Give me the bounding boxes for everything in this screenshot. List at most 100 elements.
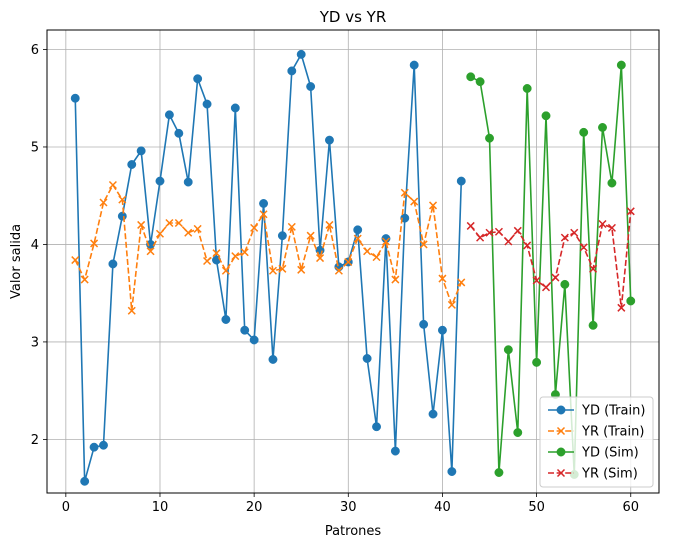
data-point	[390, 446, 400, 456]
data-point	[523, 241, 532, 250]
data-point	[117, 211, 127, 221]
y-axis-label: Valor salida	[9, 224, 24, 299]
data-point	[184, 228, 193, 237]
plot-series	[70, 49, 636, 486]
data-point	[259, 210, 268, 219]
data-point	[174, 128, 184, 138]
data-point	[513, 226, 522, 235]
legend-item-yr-train: YR (Train)	[548, 425, 644, 440]
data-point	[381, 237, 390, 246]
data-point	[240, 248, 249, 257]
data-point	[325, 135, 334, 145]
data-point	[203, 256, 212, 266]
data-point	[570, 228, 579, 237]
y-tick-label: 6	[31, 43, 39, 58]
legend-item-yd-train: YD (Train)	[548, 404, 645, 419]
data-point	[598, 219, 607, 229]
x-tick-label: 60	[622, 500, 639, 515]
x-tick-label: 40	[434, 500, 451, 515]
data-point	[231, 252, 240, 261]
data-point	[400, 188, 409, 197]
data-point	[579, 127, 589, 137]
data-point	[410, 197, 419, 206]
y-tick-label: 5	[31, 140, 39, 155]
data-point	[127, 306, 136, 315]
y-tick-label: 2	[31, 433, 39, 448]
data-point	[475, 77, 485, 87]
data-point	[202, 99, 212, 109]
data-point	[268, 266, 277, 275]
data-point	[607, 178, 617, 188]
data-point	[250, 223, 259, 232]
legend-marker	[556, 468, 566, 478]
legend-marker	[556, 405, 566, 415]
data-point	[504, 237, 513, 246]
data-point	[71, 256, 80, 265]
legend-box	[539, 396, 654, 488]
data-point	[447, 467, 457, 477]
data-point	[372, 253, 381, 262]
x-axis-label: Patrones	[325, 524, 382, 539]
data-point	[588, 320, 598, 330]
data-point	[277, 231, 287, 241]
data-point	[400, 213, 410, 223]
data-point	[89, 442, 99, 452]
data-point	[626, 296, 636, 306]
data-point	[541, 111, 551, 121]
data-point	[419, 319, 429, 329]
y-tick-label: 3	[31, 335, 39, 350]
data-point	[607, 223, 616, 232]
data-point	[193, 74, 203, 84]
data-point	[551, 273, 560, 282]
data-point	[513, 428, 523, 438]
data-point	[438, 274, 447, 283]
data-point	[70, 93, 80, 103]
data-point	[616, 60, 626, 70]
legend-label: YR (Sim)	[581, 467, 638, 482]
data-point	[494, 468, 504, 477]
data-point	[268, 355, 278, 364]
data-point	[409, 60, 419, 70]
data-point	[287, 222, 296, 231]
data-point	[353, 234, 362, 243]
data-point	[297, 265, 306, 274]
data-point	[165, 218, 174, 228]
data-point	[316, 254, 325, 263]
data-point	[503, 345, 513, 355]
data-point	[353, 225, 363, 235]
data-point	[344, 257, 353, 267]
x-tick-label: 50	[528, 500, 545, 515]
data-point	[457, 278, 466, 287]
data-point	[137, 220, 146, 229]
data-point	[541, 283, 551, 292]
data-point	[174, 218, 183, 228]
data-point	[391, 275, 400, 284]
data-point	[598, 123, 607, 132]
data-point	[249, 335, 259, 345]
data-point	[428, 409, 438, 419]
data-point	[437, 325, 447, 335]
series-yr-train	[71, 180, 466, 315]
data-point	[325, 220, 334, 229]
series-line	[470, 64, 632, 476]
x-tick-label: 20	[246, 500, 263, 515]
data-point	[240, 325, 250, 335]
legend-marker	[556, 426, 566, 436]
data-point	[579, 243, 588, 252]
data-point	[476, 233, 485, 242]
data-point	[155, 229, 165, 238]
data-point	[146, 247, 155, 256]
data-point	[90, 239, 99, 248]
data-point	[466, 72, 476, 82]
data-point	[334, 266, 343, 275]
data-point	[296, 49, 306, 59]
data-point	[532, 357, 542, 367]
data-point	[155, 176, 165, 186]
legend-label: YD (Sim)	[581, 446, 639, 461]
data-point	[532, 276, 541, 285]
data-point	[485, 228, 494, 237]
data-point	[522, 84, 532, 93]
data-point	[362, 354, 372, 363]
data-point	[617, 303, 626, 312]
data-point	[447, 300, 456, 309]
